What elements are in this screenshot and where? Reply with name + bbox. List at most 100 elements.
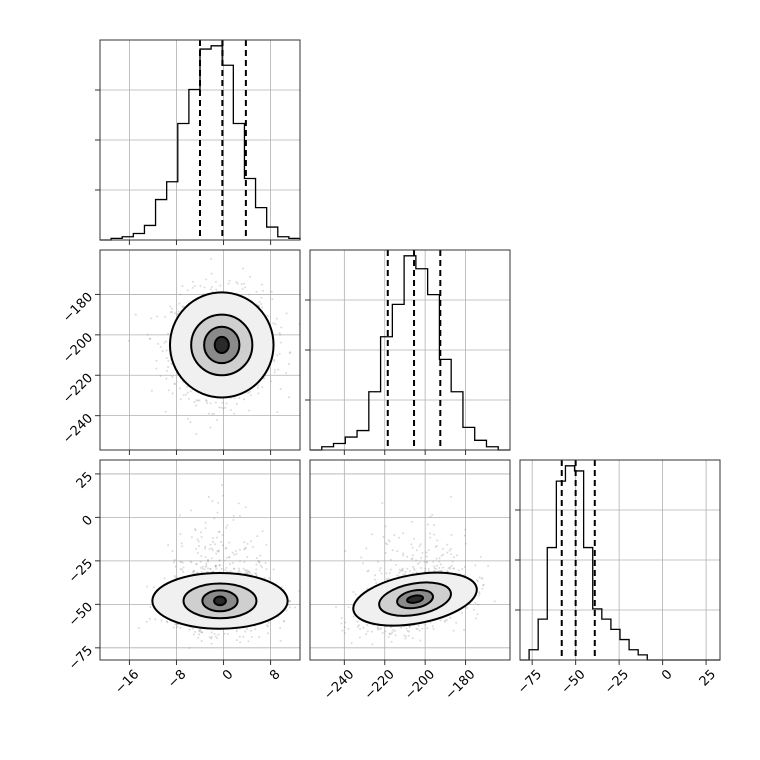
sample-point — [411, 557, 414, 560]
panel-frame — [99, 39, 301, 241]
sample-point — [445, 619, 448, 622]
sample-point — [171, 310, 174, 313]
sample-point — [288, 352, 291, 355]
sample-point — [344, 621, 347, 624]
sample-point — [416, 562, 419, 565]
x-tick-label: −16 — [112, 667, 142, 697]
sample-point — [248, 409, 251, 412]
sample-point — [217, 549, 220, 552]
sample-point — [482, 584, 485, 587]
sample-point — [420, 556, 423, 559]
sample-point — [221, 544, 224, 547]
sample-point — [280, 326, 283, 329]
sample-point — [425, 560, 428, 563]
sample-point — [396, 550, 399, 553]
sample-point — [187, 397, 190, 400]
sample-point — [431, 513, 434, 516]
sample-point — [376, 560, 379, 563]
sample-point — [365, 547, 368, 550]
sample-point — [217, 550, 220, 553]
sample-point — [210, 636, 213, 639]
sample-point — [278, 332, 281, 335]
sample-point — [415, 627, 418, 630]
sample-point — [288, 599, 291, 602]
contour-line — [213, 595, 227, 607]
sample-point — [213, 632, 216, 635]
sample-point — [451, 560, 454, 563]
sample-point — [246, 572, 249, 575]
sample-point — [480, 577, 483, 580]
sample-point — [247, 570, 250, 573]
sample-point — [377, 626, 380, 629]
sample-point — [148, 617, 151, 620]
sample-point — [205, 564, 208, 567]
sample-point — [380, 572, 383, 575]
sample-point — [443, 620, 446, 623]
sample-point — [402, 573, 405, 576]
sample-point — [195, 399, 198, 402]
sample-point — [171, 392, 174, 395]
sample-point — [436, 539, 439, 542]
sample-point — [186, 391, 189, 394]
sample-point — [210, 631, 213, 634]
sample-point — [223, 559, 226, 562]
sample-point — [206, 402, 209, 405]
sample-point — [216, 418, 219, 421]
sample-point — [420, 567, 423, 570]
sample-point — [167, 389, 170, 392]
histogram-bars — [520, 465, 720, 661]
sample-point — [226, 632, 229, 635]
sample-point — [214, 564, 217, 567]
sample-point — [261, 283, 264, 286]
sample-point — [390, 640, 393, 643]
sample-point — [408, 630, 411, 633]
sample-point — [207, 495, 210, 498]
sample-point — [249, 394, 252, 397]
sample-point — [260, 296, 263, 299]
sample-point — [194, 630, 197, 633]
contour-line — [201, 589, 239, 613]
sample-point — [163, 577, 166, 580]
sample-point — [219, 284, 222, 287]
sample-point — [199, 566, 202, 569]
sample-point — [171, 550, 174, 553]
sample-point — [209, 567, 212, 570]
sample-point — [181, 561, 184, 564]
histogram-bars — [310, 255, 510, 451]
sample-point — [244, 630, 247, 633]
sample-point — [216, 637, 219, 640]
sample-point — [265, 543, 268, 546]
sample-point — [226, 524, 229, 527]
sample-point — [239, 641, 242, 644]
sample-point — [186, 289, 189, 292]
sample-point — [259, 564, 262, 567]
sample-point — [244, 569, 247, 572]
sample-point — [172, 626, 175, 629]
sample-point — [375, 581, 378, 584]
sample-point — [193, 285, 196, 288]
sample-point — [169, 305, 172, 308]
sample-point — [357, 624, 360, 627]
sample-point — [347, 606, 350, 609]
sample-point — [438, 566, 441, 569]
sample-point — [476, 579, 479, 582]
sample-point — [134, 313, 137, 316]
sample-point — [166, 621, 169, 624]
sample-point — [204, 565, 207, 568]
sample-point — [200, 639, 203, 642]
sample-point — [243, 561, 246, 564]
sample-point — [242, 567, 245, 570]
sample-point — [341, 629, 344, 632]
sample-point — [435, 567, 438, 570]
sample-point — [145, 620, 148, 623]
sample-point — [258, 301, 261, 304]
sample-point — [193, 400, 196, 403]
sample-point — [174, 565, 177, 568]
sample-point — [197, 540, 200, 543]
sample-point — [390, 632, 393, 635]
sample-point — [474, 601, 477, 604]
sample-point — [224, 406, 227, 409]
sample-point — [197, 636, 200, 639]
sample-point — [356, 625, 359, 628]
sample-point — [165, 377, 168, 380]
